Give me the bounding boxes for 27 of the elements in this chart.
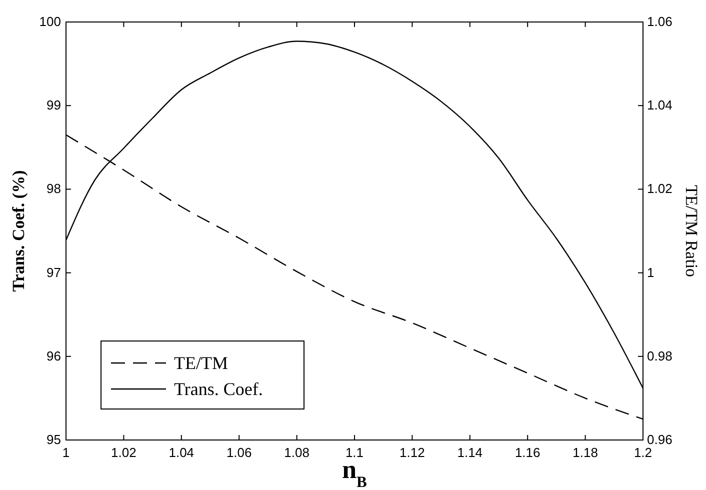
legend-label: TE/TM [174, 353, 228, 373]
y-tick-label: 97 [46, 264, 61, 280]
y2-tick-label: 1.06 [647, 14, 672, 29]
y-tick-label: 96 [46, 348, 61, 364]
x-tick-label: 1.02 [111, 445, 136, 460]
x-tick-label: 1.14 [457, 445, 483, 460]
x-tick-label: 1.1 [345, 445, 364, 460]
y2-tick-label: 1 [647, 264, 654, 280]
y-tick-label: 99 [46, 98, 61, 113]
y2-tick-label: 0.98 [647, 348, 672, 364]
y-tick-label: 100 [39, 14, 61, 29]
x-tick-label: 1.04 [168, 445, 194, 460]
y-axis-title: Trans. Coef. (%) [9, 170, 28, 292]
y2-tick-label: 1.04 [647, 98, 672, 113]
legend-label: Trans. Coef. [174, 379, 263, 399]
y2-axis-title: TE/TM Ratio [682, 184, 701, 278]
y2-tick-label: 0.96 [647, 432, 672, 447]
y-tick-label: 95 [46, 432, 61, 447]
y-tick-label: 98 [46, 181, 61, 196]
y2-tick-label: 1.02 [647, 181, 672, 196]
x-tick-label: 1.08 [284, 445, 310, 460]
x-tick-label: 1.06 [226, 445, 252, 460]
x-tick-label: 1.18 [572, 445, 598, 460]
x-tick-label: 1.16 [514, 445, 540, 460]
x-tick-label: 1 [62, 445, 70, 460]
x-tick-label: 1.12 [400, 445, 425, 460]
x-tick-label: 1.2 [634, 445, 652, 460]
